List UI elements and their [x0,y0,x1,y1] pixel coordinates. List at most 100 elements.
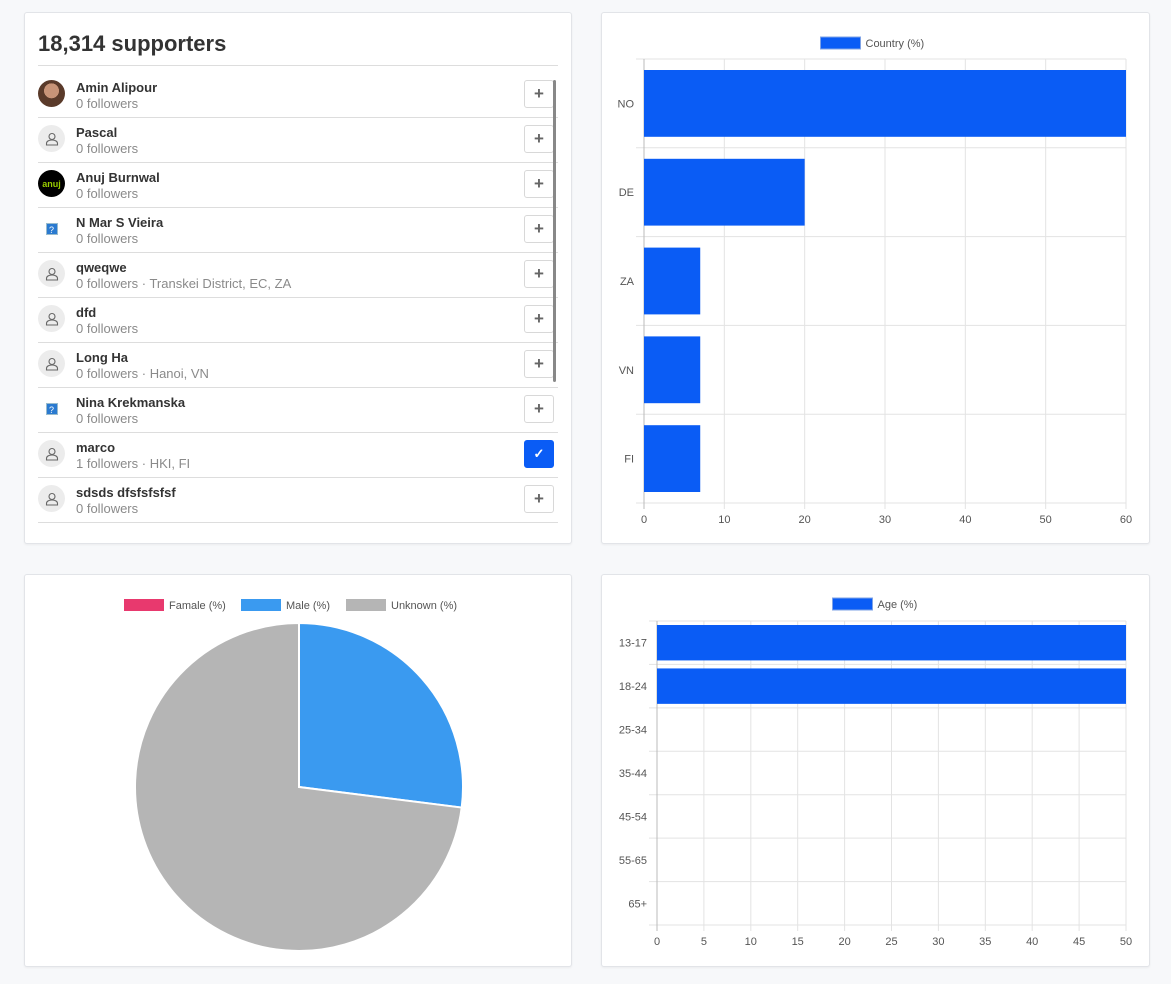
pie-slice [134,621,463,952]
follow-button[interactable]: + [524,80,554,108]
x-tick-label: 35 [979,936,991,948]
plus-icon: + [534,219,544,238]
supporter-name[interactable]: qweqwe [76,260,127,275]
gender-chart-card: Famale (%) Male (%) Unknown (%) [24,574,572,967]
supporter-details: 0 followers · Transkei District, EC, ZA [76,276,292,291]
supporter-name[interactable]: Pascal [76,125,118,140]
x-tick-label: 60 [1120,514,1132,526]
follow-button[interactable]: + [524,350,554,378]
y-tick-label: NO [618,98,635,110]
list-item[interactable]: ? Nina Krekmanska 0 followers + [38,388,558,433]
bar [644,70,1126,137]
x-tick-label: 50 [1040,514,1052,526]
legend-swatch [241,599,281,611]
following-button[interactable]: ✓ [524,440,554,468]
user-icon [38,125,65,152]
supporter-details: 0 followers [76,186,139,201]
x-tick-label: 0 [641,514,647,526]
supporters-card: 18,314 supporters Amin Alipour 0 follower… [24,12,572,544]
age-chart: Age (%) 0 5 10 15 20 25 30 35 40 45 50 13-17 18-24 25-… [619,597,1132,948]
supporters-list[interactable]: Amin Alipour 0 followers + Pascal 0 follower… [38,73,558,523]
broken-image-icon: ? [38,395,65,422]
plus-icon: + [534,354,544,373]
list-item[interactable]: marco 1 followers · HKI, FI ✓ [38,433,558,478]
x-tick-label: 10 [745,936,757,948]
plus-icon: + [534,309,544,328]
follow-button[interactable]: + [524,305,554,333]
legend-label: Male (%) [286,600,330,612]
supporters-title: 18,314 supporters [38,31,227,56]
x-tick-label: 45 [1073,936,1085,948]
country-chart: Country (%) 0 10 20 30 40 50 60 NO DE ZA VN FI [618,36,1132,526]
supporter-details: 0 followers [76,501,139,516]
bar [657,668,1126,704]
check-icon: ✓ [533,446,545,461]
y-tick-label: 65+ [628,898,647,910]
list-item[interactable]: ? N Mar S Vieira 0 followers + [38,208,558,253]
x-tick-label: 30 [879,514,891,526]
list-item[interactable]: sdsds dfsfsfsfsf 0 followers + [38,478,558,523]
follow-button[interactable]: + [524,215,554,243]
user-icon [38,440,65,467]
x-tick-label: 40 [1026,936,1038,948]
supporter-name[interactable]: Nina Krekmanska [76,395,186,410]
legend-swatch [346,599,386,611]
plus-icon: + [534,174,544,193]
user-icon [38,305,65,332]
y-tick-label: ZA [620,276,635,288]
user-icon [38,485,65,512]
plus-icon: + [534,129,544,148]
y-tick-label: 55-65 [619,855,647,867]
supporter-name[interactable]: Anuj Burnwal [76,170,160,185]
legend-label: Country (%) [866,38,925,50]
list-item[interactable]: Pascal 0 followers + [38,118,558,163]
supporter-details: 0 followers [76,321,139,336]
broken-image-icon: ? [38,215,65,242]
x-tick-label: 50 [1120,936,1132,948]
list-item[interactable]: anuj Anuj Burnwal 0 followers + [38,163,558,208]
supporter-name[interactable]: sdsds dfsfsfsfsf [76,485,176,500]
list-item[interactable]: Long Ha 0 followers · Hanoi, VN + [38,343,558,388]
gender-chart: Famale (%) Male (%) Unknown (%) [124,599,464,952]
age-chart-card: Age (%) 0 5 10 15 20 25 30 35 40 45 50 13-17 18-24 25-… [601,574,1150,967]
supporter-details: 1 followers · HKI, FI [76,456,191,471]
y-tick-label: FI [624,454,634,466]
y-tick-label: 25-34 [619,725,647,737]
list-scrollbar[interactable] [553,80,556,382]
avatar [38,80,65,107]
y-tick-label: 13-17 [619,638,647,650]
supporter-name[interactable]: Long Ha [76,350,128,365]
y-tick-label: 45-54 [619,811,647,823]
x-tick-label: 30 [932,936,944,948]
list-item[interactable]: qweqwe 0 followers · Transkei District, E… [38,253,558,298]
legend-label: Age (%) [878,599,918,611]
follow-button[interactable]: + [524,485,554,513]
supporter-name[interactable]: marco [76,440,116,455]
bar [644,247,701,315]
y-tick-label: VN [619,365,634,377]
follow-button[interactable]: + [524,395,554,423]
plus-icon: + [534,264,544,283]
follow-button[interactable]: + [524,260,554,288]
plus-icon: + [534,84,544,103]
x-tick-label: 40 [959,514,971,526]
bar [644,425,701,492]
x-tick-label: 15 [792,936,804,948]
country-chart-card: Country (%) 0 10 20 30 40 50 60 NO DE ZA VN FI [601,12,1150,544]
follow-button[interactable]: + [524,170,554,198]
list-item[interactable]: dfd 0 followers + [38,298,558,343]
legend-swatch [820,36,861,50]
avatar: anuj [38,170,65,197]
x-tick-label: 5 [701,936,707,948]
divider [38,65,558,66]
y-tick-label: 35-44 [619,768,647,780]
x-tick-label: 25 [885,936,897,948]
pie-slice [298,621,464,809]
supporter-name[interactable]: N Mar S Vieira [76,215,164,230]
plus-icon: + [534,399,544,418]
follow-button[interactable]: + [524,125,554,153]
supporter-name[interactable]: Amin Alipour [76,80,158,95]
supporter-name[interactable]: dfd [76,305,97,320]
legend-label: Famale (%) [169,600,226,612]
list-item[interactable]: Amin Alipour 0 followers + [38,73,558,118]
